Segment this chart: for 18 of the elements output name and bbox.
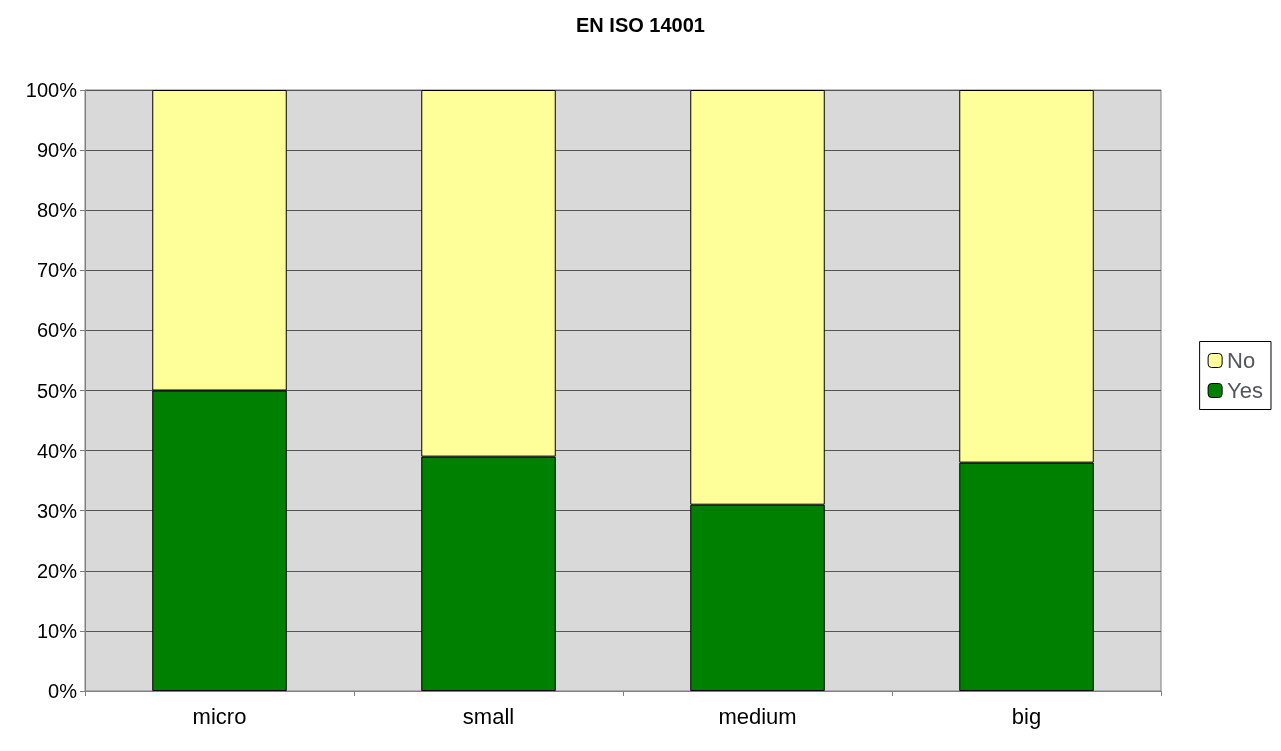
- x-tick-label: small: [462, 703, 515, 729]
- y-tick-label: 100%: [25, 79, 78, 101]
- legend-label: Yes: [1227, 378, 1263, 403]
- y-tick-label: 10%: [36, 619, 78, 642]
- x-tick-label: medium: [718, 703, 797, 729]
- y-tick-label: 20%: [36, 559, 78, 582]
- y-tick-label: 80%: [36, 199, 78, 222]
- y-tick-label: 30%: [36, 499, 78, 522]
- y-tick-label: 70%: [36, 259, 78, 282]
- y-tick-label: 50%: [36, 379, 78, 402]
- y-tick-label: 60%: [36, 319, 78, 342]
- x-tick-label: micro: [192, 703, 247, 729]
- x-tick-label: big: [1011, 703, 1042, 729]
- y-tick-label: 0%: [48, 680, 78, 702]
- legend-label: No: [1227, 348, 1256, 373]
- chart-title: EN ISO 14001: [576, 14, 705, 36]
- y-tick-label: 40%: [36, 439, 78, 462]
- y-tick-label: 90%: [36, 139, 78, 162]
